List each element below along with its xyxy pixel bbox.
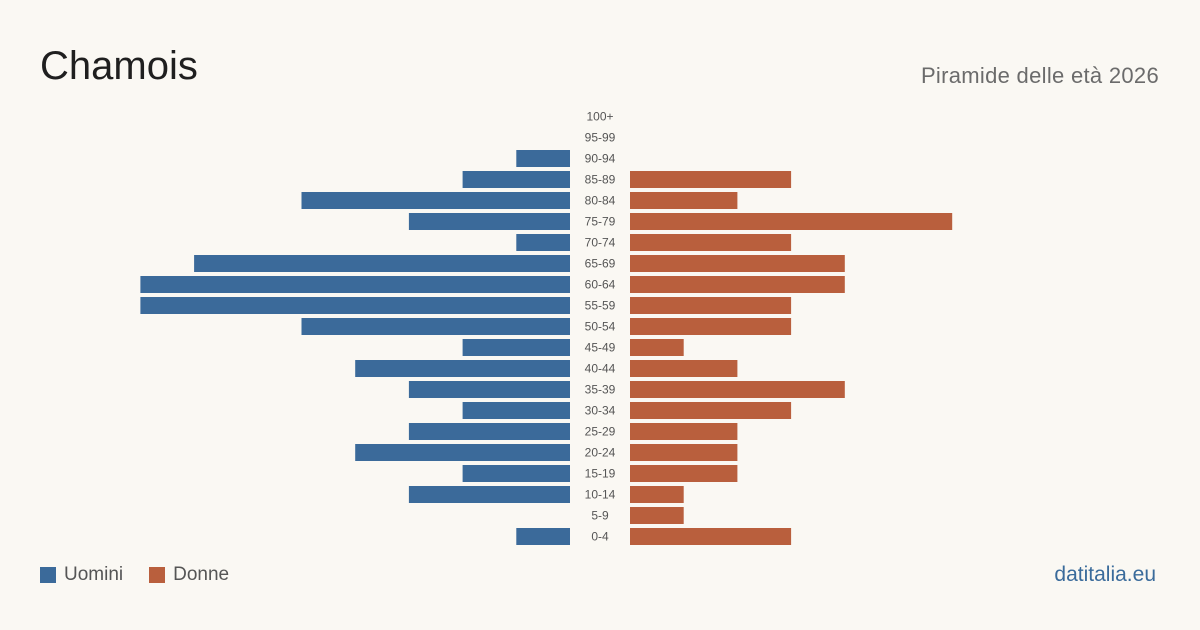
brand-link[interactable]: datitalia.eu	[1054, 563, 1156, 586]
bar-women	[630, 213, 953, 230]
bar-women	[630, 402, 792, 419]
bar-men	[355, 360, 570, 377]
age-label: 50-54	[585, 320, 616, 334]
bar-women	[630, 297, 792, 314]
bar-women	[630, 360, 738, 377]
bar-women	[630, 192, 738, 209]
bar-men	[140, 276, 570, 293]
bar-men	[355, 444, 570, 461]
bar-men	[462, 402, 570, 419]
age-label: 0-4	[591, 530, 609, 544]
bar-women	[630, 465, 738, 482]
age-label: 95-99	[585, 131, 616, 145]
legend: Uomini Donne	[40, 564, 255, 586]
chart-subtitle: Piramide delle età 2026	[920, 63, 1159, 88]
age-label: 20-24	[585, 446, 616, 460]
bar-women	[630, 423, 738, 440]
bar-men	[408, 423, 570, 440]
age-label: 55-59	[585, 299, 616, 313]
bar-men	[140, 297, 570, 314]
bar-men	[408, 486, 570, 503]
bar-men	[462, 171, 570, 188]
bar-women	[630, 276, 845, 293]
age-label: 25-29	[585, 425, 616, 439]
bar-women	[630, 318, 792, 335]
bar-men	[516, 528, 570, 545]
age-label: 45-49	[585, 341, 616, 355]
legend-label-women: Donne	[173, 564, 230, 585]
bar-women	[630, 234, 792, 251]
legend-label-men: Uomini	[64, 564, 124, 585]
age-label: 5-9	[591, 509, 609, 523]
age-label: 90-94	[585, 152, 616, 166]
bar-women	[630, 444, 738, 461]
age-label: 35-39	[585, 383, 616, 397]
age-label: 60-64	[585, 278, 616, 292]
bar-men	[194, 255, 570, 272]
age-label: 70-74	[585, 236, 616, 250]
bar-men	[516, 150, 570, 167]
age-label: 100+	[586, 110, 613, 124]
bar-women	[630, 486, 684, 503]
age-label: 75-79	[585, 215, 616, 229]
bar-women	[630, 255, 845, 272]
bar-women	[630, 381, 845, 398]
bar-men	[408, 213, 570, 230]
bar-men	[462, 339, 570, 356]
page-title: Chamois	[40, 44, 198, 88]
bar-men	[516, 234, 570, 251]
age-label: 40-44	[585, 362, 616, 376]
legend-swatch-women	[149, 567, 166, 583]
legend-swatch-men	[40, 567, 56, 583]
age-label: 80-84	[585, 194, 616, 208]
age-label: 65-69	[585, 257, 616, 271]
legend-item-women: Donne	[149, 564, 229, 586]
age-label: 85-89	[585, 173, 616, 187]
age-label: 30-34	[585, 404, 616, 418]
age-label: 15-19	[585, 467, 616, 481]
bar-women	[630, 528, 792, 545]
bar-men	[301, 192, 570, 209]
bar-women	[630, 339, 684, 356]
age-label: 10-14	[585, 488, 616, 502]
bar-women	[630, 507, 684, 524]
bar-men	[408, 381, 570, 398]
bar-men	[462, 465, 570, 482]
bar-women	[630, 171, 792, 188]
legend-item-men: Uomini	[40, 564, 123, 586]
bar-men	[301, 318, 570, 335]
